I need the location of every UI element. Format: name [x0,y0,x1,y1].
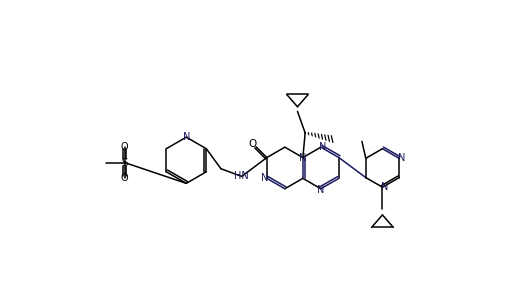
Text: O: O [249,139,257,149]
Text: N: N [398,153,405,163]
Text: N: N [183,132,190,142]
Text: O: O [121,142,129,152]
Text: N: N [381,182,388,192]
Text: N: N [320,142,327,152]
Text: HN: HN [234,171,249,181]
Text: O: O [121,173,129,183]
Text: N: N [317,185,324,195]
Text: N: N [261,173,268,183]
Text: N: N [299,152,307,163]
Text: S: S [121,157,128,168]
